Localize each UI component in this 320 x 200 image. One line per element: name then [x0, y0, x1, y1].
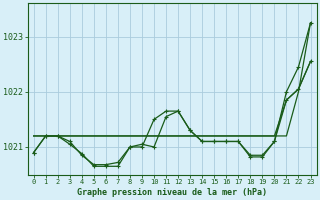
X-axis label: Graphe pression niveau de la mer (hPa): Graphe pression niveau de la mer (hPa) [77, 188, 267, 197]
